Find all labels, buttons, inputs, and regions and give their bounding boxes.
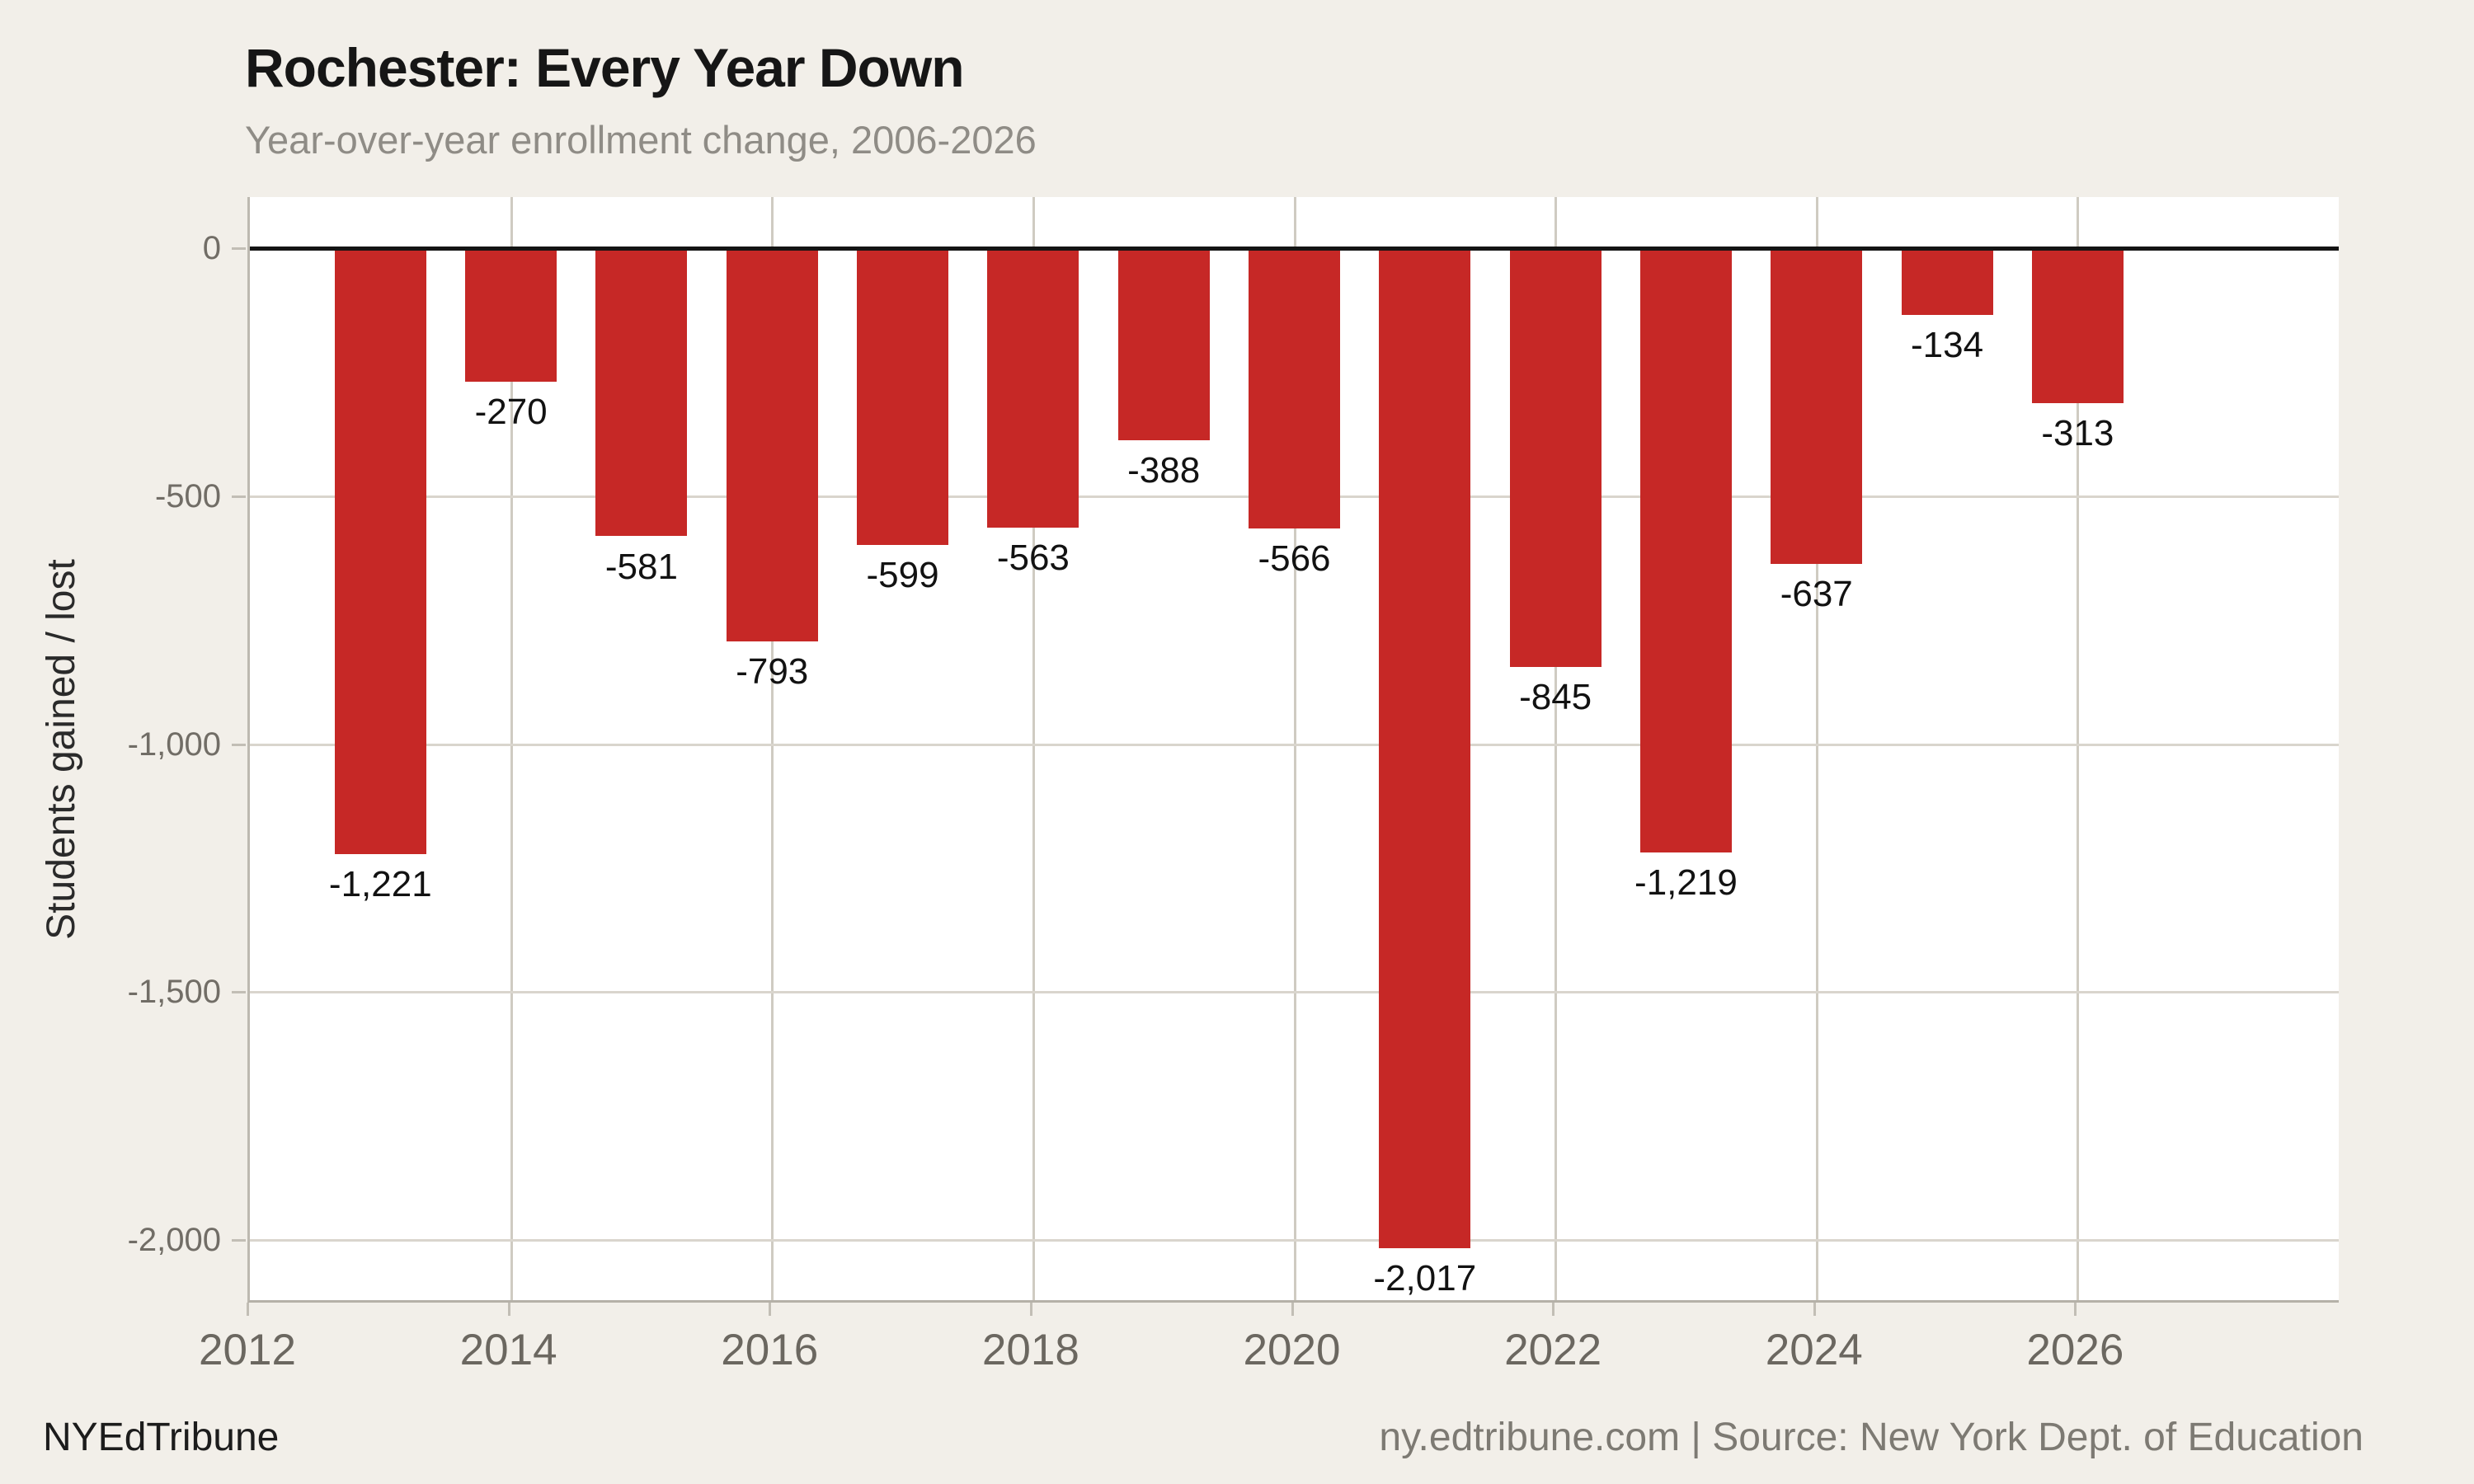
vertical-gridline-2020: [1293, 197, 1296, 1300]
vertical-gridline-2014: [510, 197, 513, 1300]
x-tick-label-2012: 2012: [199, 1326, 296, 1374]
horizontal-gridline--2000: [250, 1239, 2339, 1242]
plot-area: -1,221 -270 -581 -793 -599 -563 -388 -566 -2,017…: [247, 197, 2339, 1303]
x-tick-2024: [1813, 1303, 1816, 1316]
vertical-gridline-2024: [1815, 197, 1818, 1300]
x-tick-label-2024: 2024: [1765, 1326, 1863, 1374]
x-tick-label-2020: 2020: [1243, 1326, 1341, 1374]
bar-label-2018: -563: [996, 537, 1070, 578]
vertical-gridline-2016: [771, 197, 774, 1300]
y-tick-label-0: 0: [202, 229, 221, 266]
bar-2020: [1249, 247, 1340, 529]
vertical-gridline-2022: [1554, 197, 1558, 1300]
y-tick--2000: [232, 1239, 246, 1242]
x-tick-label-2026: 2026: [2026, 1326, 2124, 1374]
y-tick-0: [232, 247, 246, 250]
bar-2014: [465, 247, 557, 383]
y-tick-label--500: -500: [154, 477, 221, 514]
x-tick-2020: [1291, 1303, 1294, 1316]
bar-2019: [1117, 247, 1210, 441]
bar-2025: [1901, 247, 1993, 315]
bar-label-2025: -134: [1911, 324, 1984, 365]
y-tick--1500: [232, 991, 246, 994]
y-tick--1000: [232, 743, 246, 746]
bar-2021: [1379, 247, 1471, 1249]
chart-title: Rochester: Every Year Down: [245, 37, 965, 98]
x-tick-label-2014: 2014: [459, 1326, 557, 1374]
bar-2013: [334, 247, 426, 854]
x-tick-2022: [1552, 1303, 1555, 1316]
bar-label-2020: -566: [1258, 538, 1331, 580]
bar-2016: [726, 247, 818, 642]
chart-subtitle: Year-over-year enrollment change, 2006-2…: [245, 118, 1037, 162]
bar-2015: [595, 247, 688, 537]
zero-baseline: [250, 246, 2339, 251]
x-tick-2018: [1029, 1303, 1032, 1316]
bar-label-2013: -1,221: [328, 863, 432, 904]
bar-label-2016: -793: [736, 651, 809, 693]
bar-2024: [1771, 247, 1863, 565]
x-tick-2016: [769, 1303, 772, 1316]
x-tick-2012: [247, 1303, 249, 1316]
bar-label-2023: -1,219: [1634, 862, 1738, 904]
y-tick-label--2000: -2,000: [127, 1222, 221, 1259]
bar-label-2015: -581: [604, 546, 678, 587]
horizontal-gridline--1500: [250, 991, 2339, 994]
bar-label-2021: -2,017: [1373, 1258, 1477, 1299]
bar-label-2014: -270: [474, 392, 548, 433]
bar-2026: [2031, 247, 2124, 404]
bar-label-2019: -388: [1127, 450, 1201, 491]
vertical-gridline-2026: [2077, 197, 2080, 1300]
y-tick--500: [232, 495, 246, 498]
bar-2022: [1509, 247, 1602, 668]
x-tick-label-2018: 2018: [981, 1326, 1079, 1374]
x-tick-2026: [2074, 1303, 2077, 1316]
x-tick-label-2022: 2022: [1504, 1326, 1602, 1374]
bar-2023: [1639, 247, 1732, 853]
x-tick-2014: [507, 1303, 510, 1316]
vertical-gridline-2018: [1032, 197, 1035, 1300]
footer-credit: ny.edtribune.com | Source: New York Dept…: [1379, 1416, 2363, 1459]
y-tick-label--1000: -1,000: [127, 726, 221, 763]
bar-label-2024: -637: [1780, 574, 1853, 615]
horizontal-gridline--1000: [250, 743, 2339, 746]
bar-2018: [987, 247, 1079, 528]
footer-brand: NYEdTribune: [43, 1416, 280, 1459]
bar-label-2017: -599: [866, 555, 939, 596]
bar-2017: [857, 247, 949, 546]
bar-label-2026: -313: [2041, 413, 2114, 454]
y-tick-label--1500: -1,500: [127, 974, 221, 1011]
x-tick-label-2016: 2016: [721, 1326, 819, 1374]
bar-label-2022: -845: [1519, 677, 1592, 718]
